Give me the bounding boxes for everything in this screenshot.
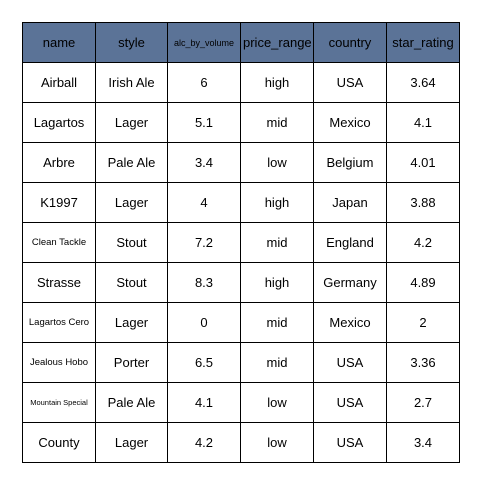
table-cell-star-rating: 3.4 (386, 422, 460, 463)
table-cell-alc-by-volume: 5.1 (167, 102, 241, 143)
table-cell-alc-by-volume: 6.5 (167, 342, 241, 383)
table-cell-name: Arbre (22, 142, 96, 183)
table-cell-star-rating: 2 (386, 302, 460, 343)
table-cell-country: USA (313, 422, 387, 463)
column-header-country: country (313, 22, 387, 63)
table-cell-style: Lager (95, 102, 168, 143)
table-cell-country: USA (313, 342, 387, 383)
table-row: Mountain Special Pale Ale 4.1 low USA 2.7 (22, 382, 460, 423)
table-cell-style: Lager (95, 302, 168, 343)
table-cell-country: Belgium (313, 142, 387, 183)
table-cell-country: Germany (313, 262, 387, 303)
table-cell-star-rating: 3.36 (386, 342, 460, 383)
table-cell-country: Japan (313, 182, 387, 223)
column-header-star-rating: star_rating (386, 22, 460, 63)
table-cell-style: Lager (95, 182, 168, 223)
table-row: Lagartos Lager 5.1 mid Mexico 4.1 (22, 102, 460, 143)
table-row: Arbre Pale Ale 3.4 low Belgium 4.01 (22, 142, 460, 183)
table-cell-style: Irish Ale (95, 62, 168, 103)
table-cell-style: Stout (95, 222, 168, 263)
table-row: Jealous Hobo Porter 6.5 mid USA 3.36 (22, 342, 460, 383)
table-cell-alc-by-volume: 4.1 (167, 382, 241, 423)
table-cell-star-rating: 4.01 (386, 142, 460, 183)
table-cell-star-rating: 2.7 (386, 382, 460, 423)
table-cell-price-range: high (240, 182, 314, 223)
table-cell-alc-by-volume: 0 (167, 302, 241, 343)
table-cell-star-rating: 3.88 (386, 182, 460, 223)
table-cell-alc-by-volume: 6 (167, 62, 241, 103)
table-row: Clean Tackle Stout 7.2 mid England 4.2 (22, 222, 460, 263)
table-row: County Lager 4.2 low USA 3.4 (22, 422, 460, 463)
table-row: Lagartos Cero Lager 0 mid Mexico 2 (22, 302, 460, 343)
header-row: name style alc_by_volume price_range country… (22, 22, 460, 63)
table-cell-style: Porter (95, 342, 168, 383)
table-cell-alc-by-volume: 4.2 (167, 422, 241, 463)
table-cell-name: Clean Tackle (22, 222, 96, 263)
table-cell-alc-by-volume: 3.4 (167, 142, 241, 183)
table-cell-name: Airball (22, 62, 96, 103)
table-cell-alc-by-volume: 7.2 (167, 222, 241, 263)
table-cell-star-rating: 4.2 (386, 222, 460, 263)
beer-table: name style alc_by_volume price_range country… (22, 22, 460, 463)
table-cell-price-range: mid (240, 342, 314, 383)
table-cell-name: K1997 (22, 182, 96, 223)
table-cell-name: Lagartos Cero (22, 302, 96, 343)
column-header-price-range: price_range (240, 22, 314, 63)
table-cell-style: Stout (95, 262, 168, 303)
table-cell-price-range: low (240, 142, 314, 183)
table-row: Airball Irish Ale 6 high USA 3.64 (22, 62, 460, 103)
column-header-name: name (22, 22, 96, 63)
table-cell-star-rating: 4.89 (386, 262, 460, 303)
table-cell-price-range: mid (240, 302, 314, 343)
table-row: K1997 Lager 4 high Japan 3.88 (22, 182, 460, 223)
table-cell-price-range: mid (240, 102, 314, 143)
table-cell-style: Pale Ale (95, 382, 168, 423)
table-cell-name: Lagartos (22, 102, 96, 143)
table-body: Airball Irish Ale 6 high USA 3.64 Lagartos Lage… (22, 62, 460, 463)
table-row: Strasse Stout 8.3 high Germany 4.89 (22, 262, 460, 303)
table-cell-style: Lager (95, 422, 168, 463)
column-header-style: style (95, 22, 168, 63)
table-cell-price-range: high (240, 262, 314, 303)
table-cell-alc-by-volume: 4 (167, 182, 241, 223)
table-cell-style: Pale Ale (95, 142, 168, 183)
table-cell-star-rating: 3.64 (386, 62, 460, 103)
table-cell-name: Jealous Hobo (22, 342, 96, 383)
table-cell-alc-by-volume: 8.3 (167, 262, 241, 303)
table-cell-name: County (22, 422, 96, 463)
table-cell-country: England (313, 222, 387, 263)
table-cell-country: USA (313, 62, 387, 103)
table-cell-country: Mexico (313, 302, 387, 343)
data-table: name style alc_by_volume price_range country… (22, 22, 460, 463)
table-cell-price-range: high (240, 62, 314, 103)
table-cell-country: Mexico (313, 102, 387, 143)
table-cell-price-range: mid (240, 222, 314, 263)
table-cell-star-rating: 4.1 (386, 102, 460, 143)
table-cell-name: Strasse (22, 262, 96, 303)
table-cell-country: USA (313, 382, 387, 423)
table-cell-price-range: low (240, 382, 314, 423)
table-cell-name: Mountain Special (22, 382, 96, 423)
table-cell-price-range: low (240, 422, 314, 463)
column-header-alc-by-volume: alc_by_volume (167, 22, 241, 63)
